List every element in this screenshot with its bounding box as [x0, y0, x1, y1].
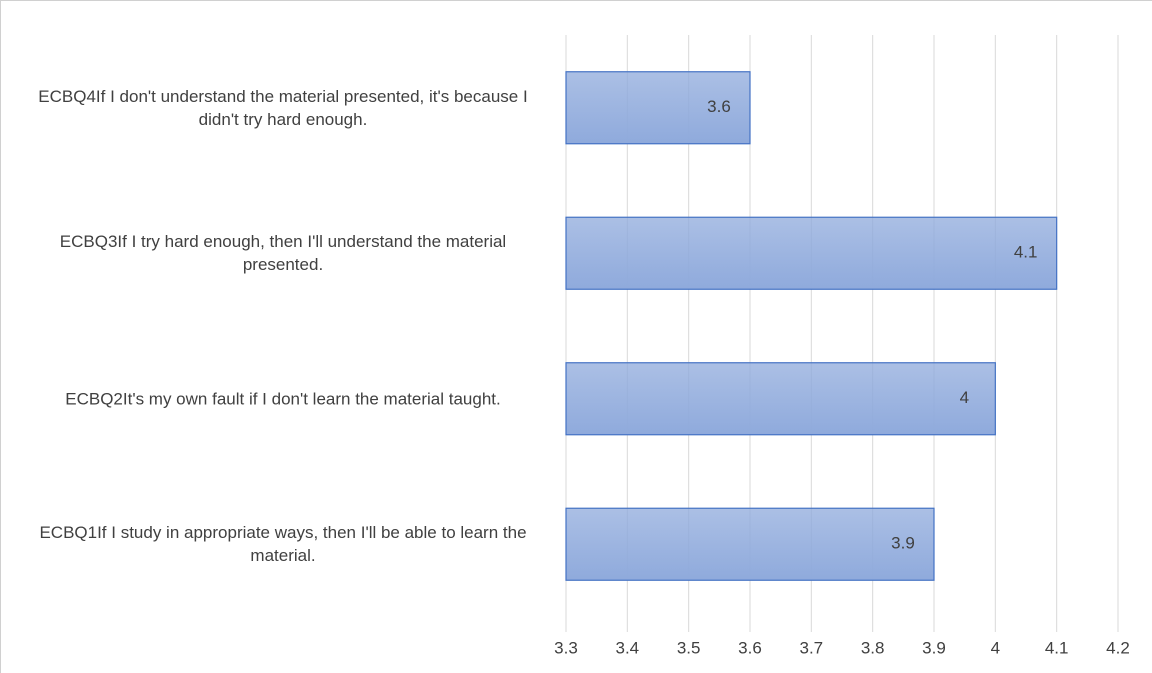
x-tick-label: 3.4 — [616, 638, 640, 657]
x-tick-label: 3.9 — [922, 638, 946, 657]
data-label: 4 — [960, 388, 969, 407]
bar — [565, 71, 751, 145]
y-tick-label: ECBQ4If I don't understand the material … — [38, 86, 528, 129]
x-tick-label: 3.3 — [554, 638, 578, 657]
x-tick-label: 3.8 — [861, 638, 885, 657]
bar — [565, 216, 1058, 290]
data-label: 4.1 — [1014, 243, 1038, 262]
data-label: 3.6 — [707, 97, 731, 116]
bar — [565, 507, 935, 581]
x-tick-label: 4.2 — [1106, 638, 1130, 657]
y-tick-label: ECBQ2It's my own fault if I don't learn … — [65, 389, 501, 409]
x-tick-label: 4 — [991, 638, 1000, 657]
y-tick-label: ECBQ1If I study in appropriate ways, the… — [39, 523, 527, 566]
x-tick-label: 4.1 — [1045, 638, 1069, 657]
x-tick-label: 3.6 — [738, 638, 762, 657]
x-tick-label: 3.5 — [677, 638, 701, 657]
x-tick-label: 3.7 — [800, 638, 824, 657]
y-tick-label: ECBQ3If I try hard enough, then I'll und… — [59, 232, 507, 275]
bar — [565, 362, 996, 436]
data-label: 3.9 — [891, 534, 915, 553]
